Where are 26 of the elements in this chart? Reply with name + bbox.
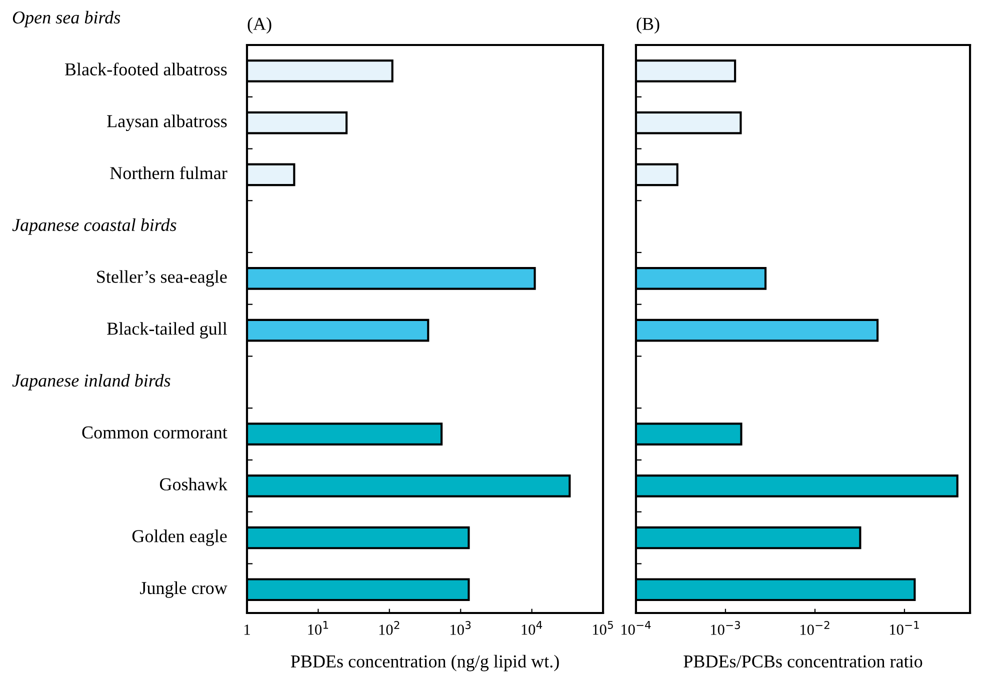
y-tick-label: Goshawk bbox=[160, 478, 228, 490]
y-tick-label: Steller’s sea-eagle bbox=[97, 270, 227, 287]
x-tick-label: 10$^{4}$ bbox=[522, 620, 542, 635]
x-tick-label: 10$^{5}$ bbox=[593, 620, 613, 635]
x-axis-title: PBDEs concentration (ng/g lipid wt.) bbox=[290, 654, 559, 672]
x-tick-label: 10$^{−3}$ bbox=[711, 620, 740, 635]
x-tick-label: 10$^{−4}$ bbox=[622, 620, 651, 635]
x-tick-label: 1 bbox=[244, 624, 250, 635]
x-axis-title: PBDEs/PCBs concentration ratio bbox=[684, 655, 922, 668]
y-tick-label: Laysan albatross bbox=[107, 114, 227, 132]
text: Japanese coastal birds bbox=[12, 218, 176, 235]
y-tick-label: Common cormorant bbox=[82, 426, 228, 439]
y-tick-label: Black-footed albatross bbox=[64, 62, 227, 76]
y-tick-label: Black-tailed gull bbox=[107, 322, 228, 339]
y-tick-label: Golden eagle bbox=[132, 530, 227, 546]
x-tick-label: 10$^{3}$ bbox=[450, 620, 471, 635]
y-tick-label: Northern fulmar bbox=[110, 166, 228, 180]
text: (B) bbox=[636, 17, 660, 34]
x-tick-label: 10$^{2}$ bbox=[379, 620, 400, 635]
x-tick-label: 10$^{−2}$ bbox=[800, 620, 830, 635]
y-tick-label: Jungle crow bbox=[140, 581, 228, 598]
text: (A) bbox=[248, 17, 272, 34]
text: Japanese inland birds bbox=[12, 374, 170, 390]
text: Open sea birds bbox=[12, 10, 120, 28]
x-tick-label: 10$^{−1}$ bbox=[890, 620, 919, 635]
x-tick-label: 10$^{1}$ bbox=[308, 620, 328, 635]
